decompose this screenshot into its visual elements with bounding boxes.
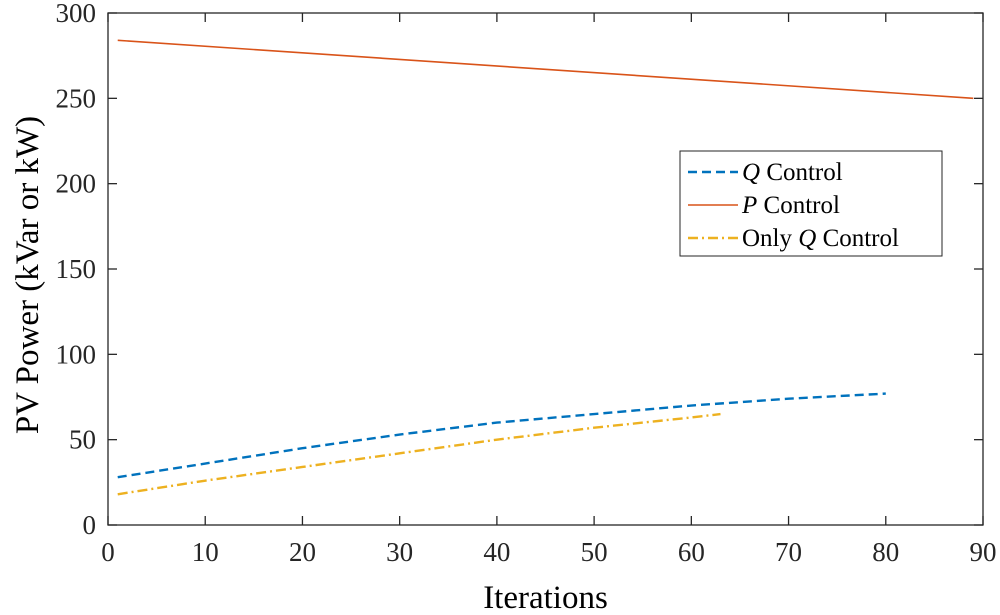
x-tick-label: 0 (101, 537, 115, 567)
x-axis-title: Iterations (483, 580, 608, 615)
x-tick-label: 10 (192, 537, 219, 567)
y-tick-label: 50 (69, 425, 96, 455)
legend-label: Only Q Control (742, 225, 899, 252)
x-tick-label: 80 (872, 537, 899, 567)
x-tick-label: 70 (775, 537, 802, 567)
x-tick-label: 20 (289, 537, 316, 567)
y-tick-label: 100 (56, 339, 97, 369)
y-tick-label: 150 (56, 254, 97, 284)
y-tick-label: 300 (56, 0, 97, 28)
x-tick-label: 90 (970, 537, 997, 567)
series-line-q-control (117, 392, 886, 479)
legend-label: Q Control (742, 159, 843, 186)
series-line-p-control (117, 39, 974, 100)
y-tick-label: 250 (56, 83, 97, 113)
y-axis-title: PV Power (kVar or kW) (10, 116, 46, 434)
x-tick-label: 50 (581, 537, 608, 567)
series-line-only-q-control (117, 412, 721, 496)
legend-label: P Control (741, 192, 840, 219)
plot-area (107, 12, 984, 526)
x-tick-label: 30 (386, 537, 413, 567)
x-tick-label: 40 (483, 537, 510, 567)
x-tick-label: 60 (678, 537, 705, 567)
legend-box (679, 150, 943, 257)
y-tick-label: 200 (56, 169, 97, 199)
legend: Q Control P Control Only Q Control (679, 150, 943, 257)
y-tick-label: 0 (83, 510, 97, 540)
